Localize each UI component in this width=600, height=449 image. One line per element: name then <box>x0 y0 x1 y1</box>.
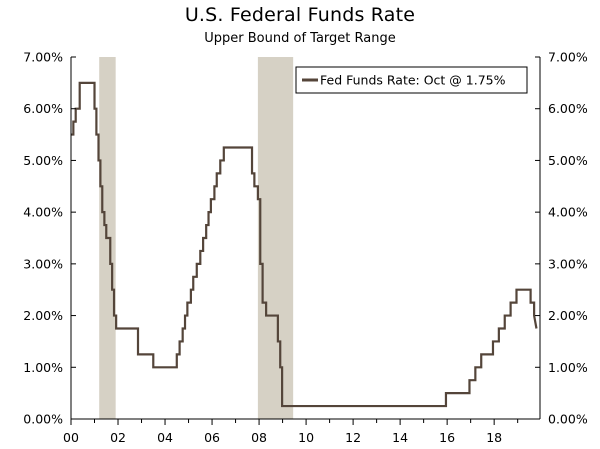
y-tick-label-right: 7.00% <box>548 50 588 65</box>
series-layer <box>71 81 538 408</box>
y-tick-label-right: 2.00% <box>548 308 588 323</box>
y-tick-label-right: 3.00% <box>548 256 588 271</box>
y-tick-label-left: 2.00% <box>23 308 63 323</box>
y-tick-label-left: 7.00% <box>23 50 63 65</box>
recession-band-2 <box>257 57 294 419</box>
y-tick-label-right: 1.00% <box>548 360 588 375</box>
y-tick-label-right: 0.00% <box>548 412 588 427</box>
x-tick-label: 02 <box>110 430 126 445</box>
y-tick-label-right: 5.00% <box>548 153 588 168</box>
x-tick-label: 06 <box>204 430 220 445</box>
series-line-1 <box>71 81 538 408</box>
y-tick-label-left: 3.00% <box>23 256 63 271</box>
y-tick-label-left: 6.00% <box>23 101 63 116</box>
x-tick-label: 14 <box>392 430 408 445</box>
recession-bands <box>99 57 294 419</box>
x-tick-label: 16 <box>439 430 455 445</box>
x-tick-label: 12 <box>345 430 361 445</box>
legend: Fed Funds Rate: Oct @ 1.75% <box>295 66 528 94</box>
y-tick-label-right: 4.00% <box>548 205 588 220</box>
y-tick-label-left: 5.00% <box>23 153 63 168</box>
x-tick-label: 08 <box>251 430 267 445</box>
y-tick-label-left: 4.00% <box>23 205 63 220</box>
x-tick-label: 18 <box>486 430 502 445</box>
axes <box>70 56 541 425</box>
y-tick-label-left: 0.00% <box>23 412 63 427</box>
y-tick-label-right: 6.00% <box>548 101 588 116</box>
tick-labels: 0.00% 0.00% 1.00% 1.00% 2.00% 2.00% 3.00% 3.00%… <box>23 50 588 446</box>
chart-title: U.S. Federal Funds Rate <box>184 4 416 26</box>
legend-label: Fed Funds Rate: Oct @ 1.75% <box>320 73 506 88</box>
x-tick-label: 00 <box>63 430 79 445</box>
legend-box <box>295 66 528 94</box>
x-tick-label: 10 <box>298 430 314 445</box>
chart-subtitle: Upper Bound of Target Range <box>204 31 396 46</box>
y-tick-label-left: 1.00% <box>23 360 63 375</box>
x-tick-label: 04 <box>157 430 173 445</box>
